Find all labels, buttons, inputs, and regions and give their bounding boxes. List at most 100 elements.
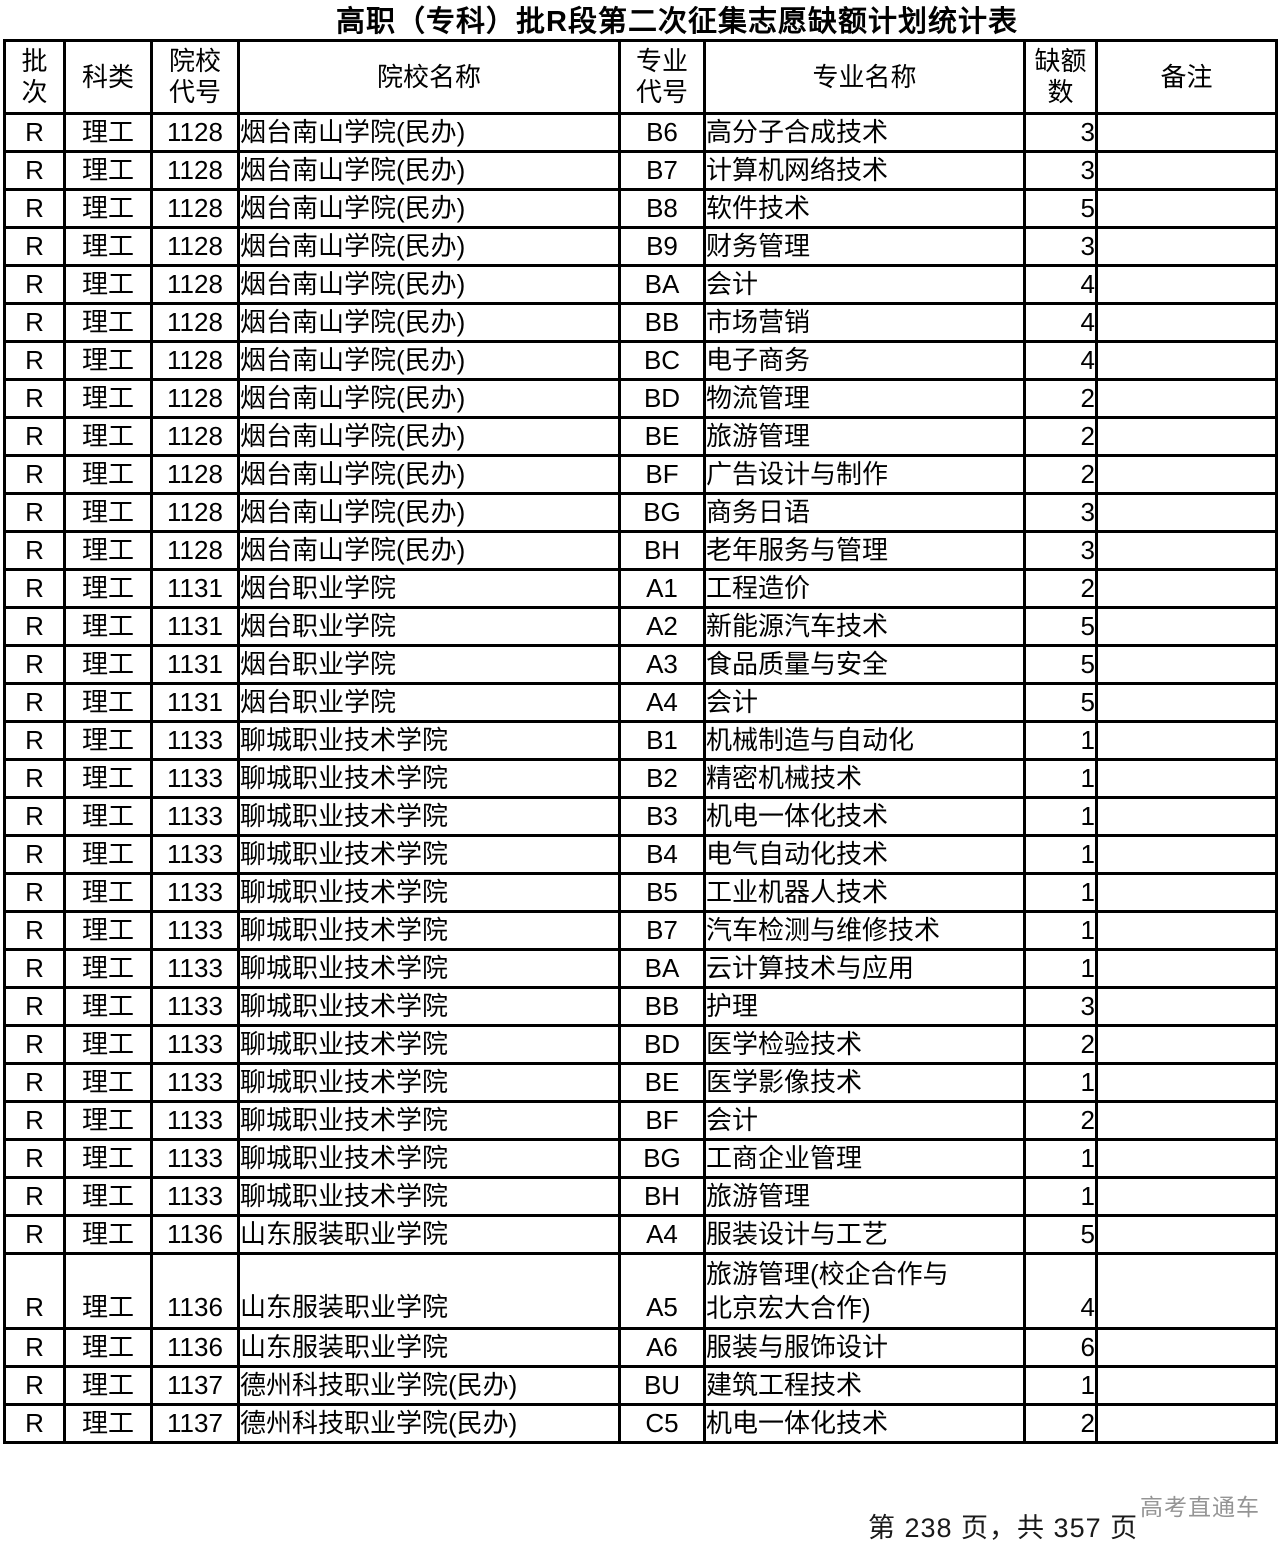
cell-college-name: 聊城职业技术学院 (237, 796, 621, 837)
cell-subject: 理工 (63, 644, 153, 685)
table-row: R 理工 1133 聊城职业技术学院 B7 汽车检测与维修技术 1 (3, 910, 1278, 951)
cell-major-name: 服装与服饰设计 (703, 1327, 1026, 1368)
cell-vacancy: 5 (1023, 682, 1098, 723)
cell-major-name: 新能源汽车技术 (703, 606, 1026, 647)
table-row: R 理工 1133 聊城职业技术学院 B3 机电一体化技术 1 (3, 796, 1278, 837)
cell-subject: 理工 (63, 1100, 153, 1141)
table-row: R 理工 1128 烟台南山学院(民办) B6 高分子合成技术 3 (3, 112, 1278, 153)
table-row: R 理工 1133 聊城职业技术学院 B5 工业机器人技术 1 (3, 872, 1278, 913)
cell-college-name: 烟台南山学院(民办) (237, 302, 621, 343)
cell-major-code: B4 (618, 834, 706, 875)
cell-remark (1095, 416, 1278, 457)
cell-major-name: 物流管理 (703, 378, 1026, 419)
page-title: 高职（专科）批R段第二次征集志愿缺额计划统计表 (336, 6, 1018, 38)
cell-remark (1095, 1176, 1278, 1217)
cell-vacancy: 1 (1023, 872, 1098, 913)
cell-batch: R (3, 1327, 66, 1368)
cell-batch: R (3, 340, 66, 381)
cell-vacancy: 1 (1023, 1062, 1098, 1103)
cell-college-name: 聊城职业技术学院 (237, 758, 621, 799)
cell-remark (1095, 1327, 1278, 1368)
cell-college-code: 1128 (150, 302, 240, 343)
cell-remark (1095, 1403, 1278, 1444)
cell-major-name: 医学检验技术 (703, 1024, 1026, 1065)
table-header: 批 次 科类 院校 代号 院校名称 专业 代号 专业名称 缺额 数 备注 (3, 39, 1278, 115)
header-subject: 科类 (63, 39, 153, 115)
cell-college-name: 烟台职业学院 (237, 568, 621, 609)
table-row: R 理工 1131 烟台职业学院 A2 新能源汽车技术 5 (3, 606, 1278, 647)
table-row: R 理工 1128 烟台南山学院(民办) BC 电子商务 4 (3, 340, 1278, 381)
cell-subject: 理工 (63, 1024, 153, 1065)
cell-college-code: 1136 (150, 1214, 240, 1255)
cell-college-name: 烟台南山学院(民办) (237, 264, 621, 305)
cell-remark (1095, 910, 1278, 951)
cell-college-code: 1128 (150, 378, 240, 419)
cell-major-code: B2 (618, 758, 706, 799)
cell-major-name: 电气自动化技术 (703, 834, 1026, 875)
cell-major-name: 旅游管理 (703, 1176, 1026, 1217)
cell-subject: 理工 (63, 948, 153, 989)
cell-subject: 理工 (63, 872, 153, 913)
cell-college-name: 聊城职业技术学院 (237, 910, 621, 951)
cell-remark (1095, 606, 1278, 647)
cell-college-name: 烟台南山学院(民办) (237, 340, 621, 381)
cell-major-name: 会计 (703, 682, 1026, 723)
cell-major-name: 工商企业管理 (703, 1138, 1026, 1179)
cell-subject: 理工 (63, 834, 153, 875)
cell-vacancy: 1 (1023, 910, 1098, 951)
table-row: R 理工 1133 聊城职业技术学院 B2 精密机械技术 1 (3, 758, 1278, 799)
cell-major-code: A5 (618, 1252, 706, 1330)
cell-vacancy: 3 (1023, 150, 1098, 191)
cell-major-name: 会计 (703, 264, 1026, 305)
cell-college-name: 烟台南山学院(民办) (237, 150, 621, 191)
cell-remark (1095, 454, 1278, 495)
cell-batch: R (3, 796, 66, 837)
cell-vacancy: 5 (1023, 1214, 1098, 1255)
cell-major-code: BE (618, 1062, 706, 1103)
cell-college-code: 1131 (150, 606, 240, 647)
cell-college-code: 1133 (150, 1176, 240, 1217)
cell-vacancy: 1 (1023, 1138, 1098, 1179)
cell-college-code: 1128 (150, 150, 240, 191)
table-row: R 理工 1136 山东服装职业学院 A5 旅游管理(校企合作与 北京宏大合作)… (3, 1252, 1278, 1330)
cell-major-name: 高分子合成技术 (703, 112, 1026, 153)
cell-batch: R (3, 1214, 66, 1255)
cell-subject: 理工 (63, 264, 153, 305)
cell-college-code: 1133 (150, 1024, 240, 1065)
table-row: R 理工 1136 山东服装职业学院 A6 服装与服饰设计 6 (3, 1327, 1278, 1368)
cell-batch: R (3, 948, 66, 989)
cell-college-code: 1133 (150, 872, 240, 913)
cell-vacancy: 5 (1023, 644, 1098, 685)
cell-subject: 理工 (63, 150, 153, 191)
cell-college-name: 烟台南山学院(民办) (237, 530, 621, 571)
table-row: R 理工 1133 聊城职业技术学院 BE 医学影像技术 1 (3, 1062, 1278, 1103)
cell-batch: R (3, 644, 66, 685)
cell-batch: R (3, 1365, 66, 1406)
cell-remark (1095, 758, 1278, 799)
cell-major-name: 建筑工程技术 (703, 1365, 1026, 1406)
cell-college-name: 烟台南山学院(民办) (237, 492, 621, 533)
cell-vacancy: 3 (1023, 530, 1098, 571)
table-row: R 理工 1133 聊城职业技术学院 B1 机械制造与自动化 1 (3, 720, 1278, 761)
cell-college-name: 聊城职业技术学院 (237, 872, 621, 913)
cell-remark (1095, 1365, 1278, 1406)
table-row: R 理工 1133 聊城职业技术学院 BF 会计 2 (3, 1100, 1278, 1141)
cell-remark (1095, 112, 1278, 153)
cell-batch: R (3, 1252, 66, 1330)
cell-major-code: A3 (618, 644, 706, 685)
table-row: R 理工 1128 烟台南山学院(民办) BF 广告设计与制作 2 (3, 454, 1278, 495)
cell-vacancy: 1 (1023, 1176, 1098, 1217)
cell-vacancy: 4 (1023, 1252, 1098, 1330)
cell-major-code: BF (618, 1100, 706, 1141)
cell-major-name: 机械制造与自动化 (703, 720, 1026, 761)
cell-batch: R (3, 682, 66, 723)
cell-major-name: 医学影像技术 (703, 1062, 1026, 1103)
cell-major-code: BH (618, 1176, 706, 1217)
cell-vacancy: 2 (1023, 1024, 1098, 1065)
cell-vacancy: 3 (1023, 492, 1098, 533)
cell-vacancy: 3 (1023, 112, 1098, 153)
header-remark: 备注 (1095, 39, 1278, 115)
cell-college-code: 1128 (150, 226, 240, 267)
cell-batch: R (3, 834, 66, 875)
cell-batch: R (3, 1024, 66, 1065)
